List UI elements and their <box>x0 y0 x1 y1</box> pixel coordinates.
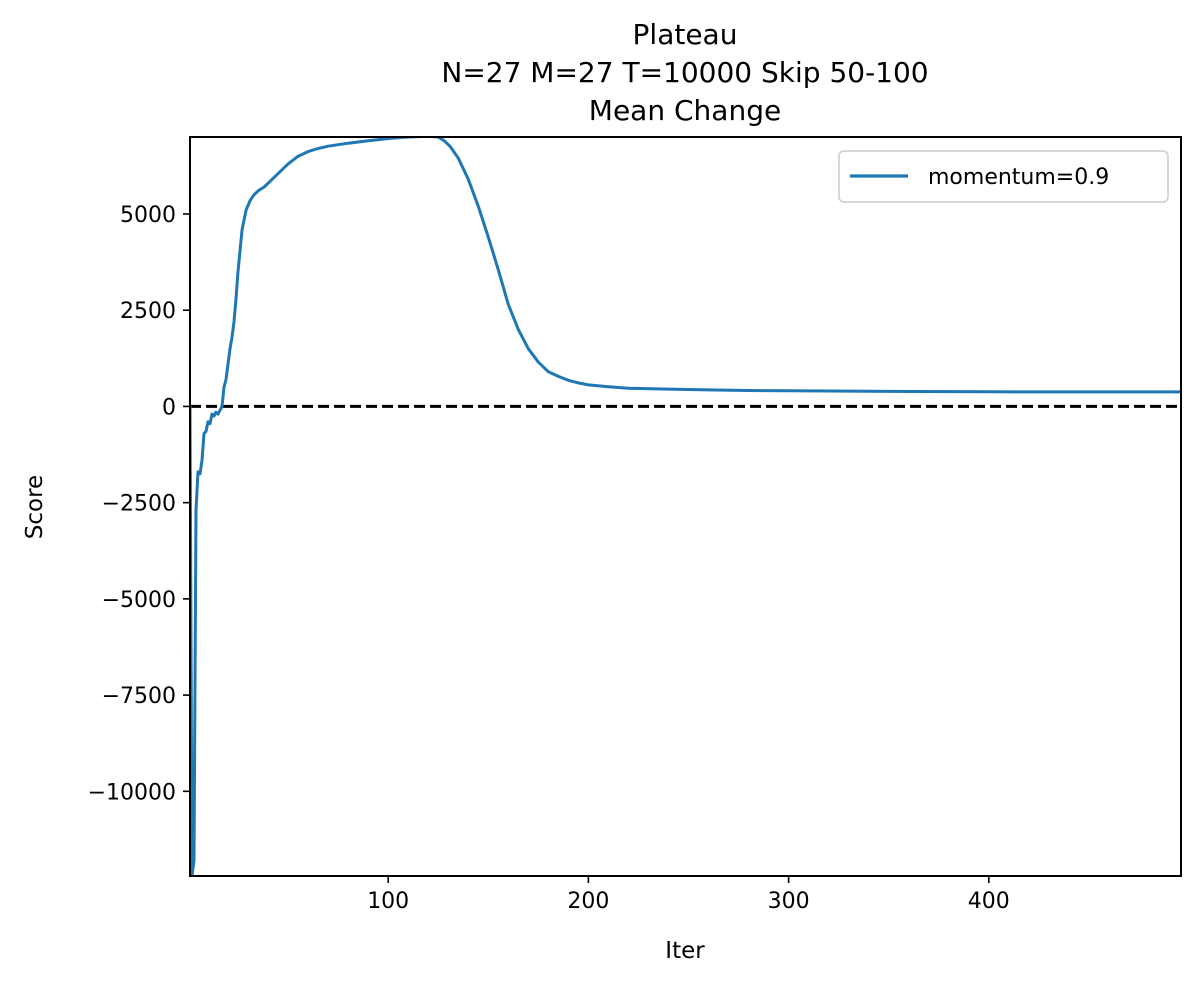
x-tick-label: 200 <box>567 889 609 914</box>
y-tick-label: 0 <box>162 395 176 420</box>
legend-series-label: momentum=0.9 <box>928 165 1109 190</box>
legend: momentum=0.9 <box>838 150 1169 203</box>
y-axis-label: Score <box>22 475 48 539</box>
chart-title-line-2: N=27 M=27 T=10000 Skip 50-100 <box>441 56 928 89</box>
x-tick-label: 100 <box>367 889 409 914</box>
legend-box <box>838 150 1169 203</box>
y-axis-ticks: −10000 −7500 −5000 −2500 0 2500 5000 <box>88 203 190 805</box>
series-line-0 <box>190 137 1181 876</box>
x-axis-label: Iter <box>665 938 705 964</box>
chart-title-line-1: Plateau <box>633 18 738 51</box>
y-tick-label: 2500 <box>120 299 176 324</box>
chart-title-line-3: Mean Change <box>589 94 781 127</box>
plot-area <box>190 137 1181 876</box>
x-axis-ticks: 100 200 300 400 <box>367 876 1010 914</box>
y-tick-label: −2500 <box>102 492 176 517</box>
x-tick-label: 300 <box>768 889 810 914</box>
y-tick-label: 5000 <box>120 203 176 228</box>
x-tick-label: 400 <box>968 889 1010 914</box>
y-tick-label: −5000 <box>102 588 176 613</box>
y-tick-label: −7500 <box>102 684 176 709</box>
axes-frame <box>189 136 1182 877</box>
plot-inner <box>190 137 1181 876</box>
y-tick-label: −10000 <box>88 780 176 805</box>
